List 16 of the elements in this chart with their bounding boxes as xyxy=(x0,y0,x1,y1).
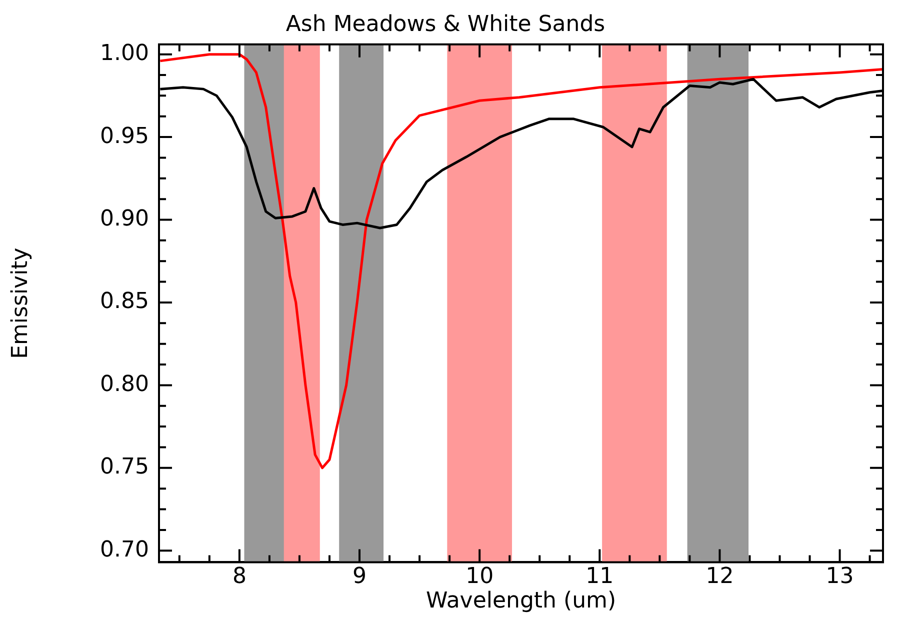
y-axis-title: Emissivity xyxy=(8,248,33,359)
x-tick-label: 12 xyxy=(706,564,734,590)
y-tick-label: 0.80 xyxy=(100,372,149,397)
x-tick-label: 10 xyxy=(466,564,494,590)
x-tick-label: 11 xyxy=(586,564,614,590)
x-tick-label: 9 xyxy=(352,564,367,590)
chart-title: Ash Meadows & White Sands xyxy=(286,12,606,37)
x-axis-title: Wavelength (um) xyxy=(426,588,616,614)
y-tick-label: 0.70 xyxy=(100,537,149,562)
x-tick-label: 13 xyxy=(826,564,854,590)
y-tick-label: 0.85 xyxy=(100,289,149,314)
y-tick-label: 1.00 xyxy=(100,41,149,66)
x-tick-label: 8 xyxy=(232,564,246,590)
y-tick-label: 0.95 xyxy=(100,124,149,149)
y-tick-label: 0.75 xyxy=(100,454,149,480)
y-tick-label: 0.90 xyxy=(100,206,149,232)
